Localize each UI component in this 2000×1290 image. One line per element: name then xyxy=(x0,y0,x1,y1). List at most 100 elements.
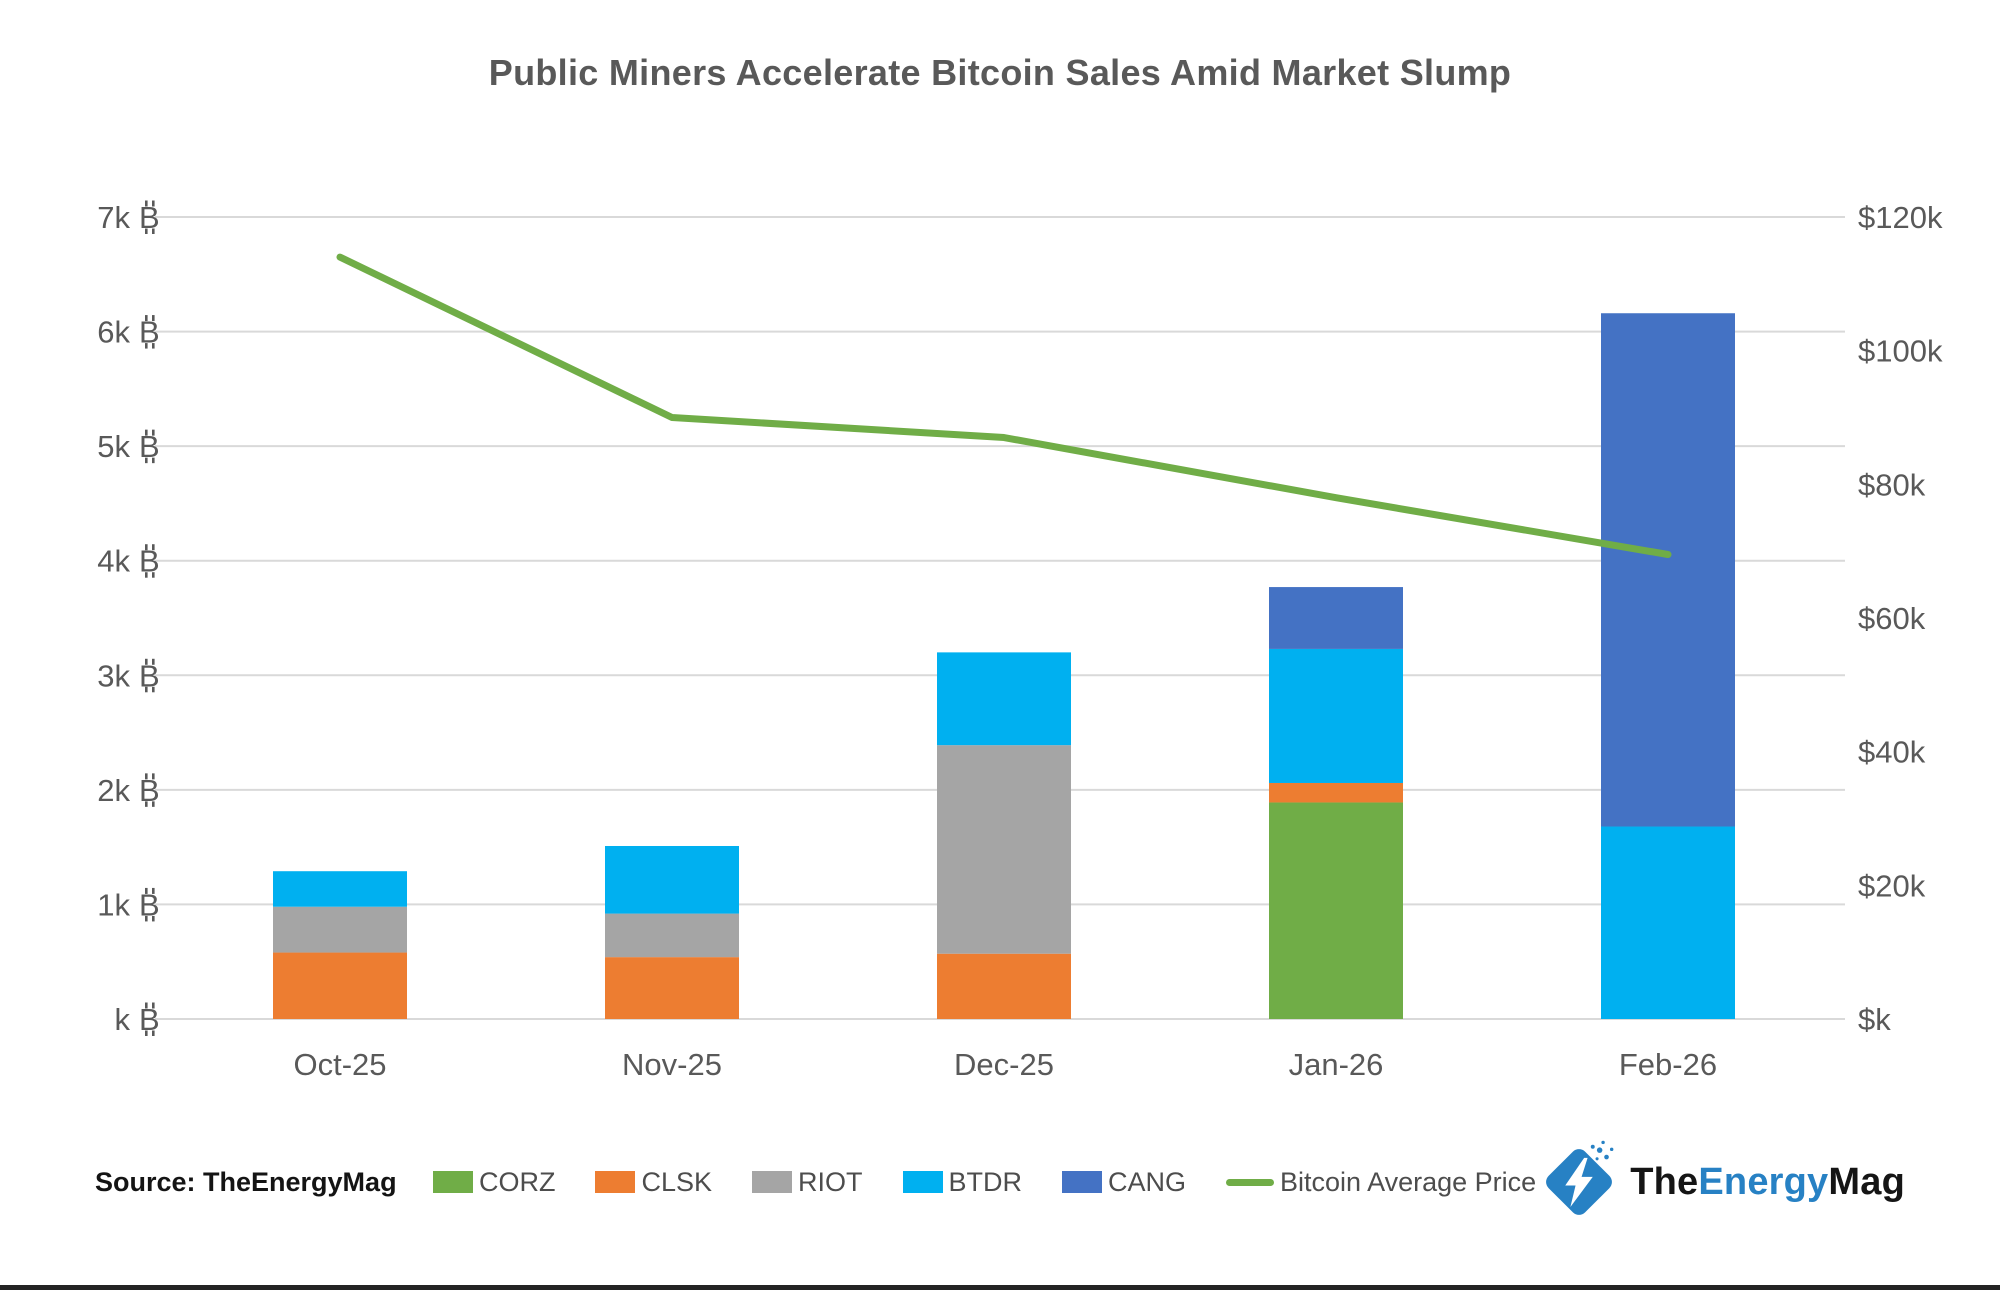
bitcoin-symbol: B xyxy=(139,773,160,808)
x-axis-labels: Oct-25 Nov-25 Dec-25 Jan-26 Feb-26 xyxy=(293,1047,1717,1082)
legend-swatch-cang xyxy=(1062,1171,1103,1193)
bars xyxy=(273,313,1735,1019)
y-axis-left-tick: 3k xyxy=(97,658,130,693)
bitcoin-symbol-prong xyxy=(145,686,148,693)
bitcoin-symbol-prong xyxy=(145,1002,148,1009)
y-axis-left-tick: 7k xyxy=(97,200,130,235)
legend-item-bitcoin-average-price: Bitcoin Average Price xyxy=(1226,1167,1536,1198)
brand-energy: Energy xyxy=(1698,1160,1829,1203)
bar-segment-btdr-nov-25 xyxy=(605,845,739,914)
legend-item-btdr: BTDR xyxy=(902,1166,1023,1198)
y-axis-right-tick: $k xyxy=(1858,1002,1891,1037)
bottom-border xyxy=(0,1285,2000,1290)
bitcoin-symbol-prong xyxy=(152,773,155,780)
bitcoin-symbol-prong xyxy=(152,915,155,922)
bar-segment-cang-jan-26 xyxy=(1269,587,1403,649)
legend-swatch-bitcoin-average-price xyxy=(1226,1178,1275,1186)
bitcoin-symbol-prong xyxy=(145,457,148,464)
price-line xyxy=(336,253,1672,559)
bitcoin-symbol-prong xyxy=(145,429,148,436)
chart-footer: Source: TheEnergyMag CORZ CLSK RIOT BTDR CAN… xyxy=(0,1124,2000,1240)
bitcoin-symbol-prong xyxy=(145,228,148,234)
bitcoin-symbol-prong xyxy=(152,801,155,807)
y-axis-left-tick: k xyxy=(115,1002,131,1037)
y-axis-right-tick: $40k xyxy=(1858,735,1926,770)
bar-segment-btdr-jan-26 xyxy=(1269,648,1403,783)
bar-segment-btdr-dec-25 xyxy=(937,652,1071,746)
x-axis-tick: Feb-26 xyxy=(1619,1047,1717,1082)
legend-item-corz: CORZ xyxy=(432,1166,556,1198)
source-note: Source: TheEnergyMag xyxy=(95,1166,397,1197)
legend-swatch-btdr xyxy=(902,1171,943,1193)
bitcoin-symbol-prong xyxy=(145,572,148,578)
bitcoin-symbol: B xyxy=(139,887,160,922)
bitcoin-symbol-prong xyxy=(152,228,155,234)
bar-segment-clsk-oct-25 xyxy=(273,952,407,1019)
bitcoin-symbol-prong xyxy=(152,457,155,464)
bar-segment-cang-feb-26 xyxy=(1601,313,1735,827)
legend-label: CORZ xyxy=(478,1166,556,1197)
brand-logo: TheEnergyMag xyxy=(1536,1139,1905,1225)
legend-swatch-riot xyxy=(752,1171,793,1193)
bar-segment-riot-dec-25 xyxy=(937,745,1071,954)
bar-segment-clsk-nov-25 xyxy=(605,957,739,1019)
bitcoin-symbol-prong xyxy=(145,1030,148,1036)
bitcoin-symbol-prong xyxy=(152,200,155,207)
bitcoin-symbol-prong xyxy=(145,887,148,894)
x-axis-tick: Dec-25 xyxy=(954,1047,1054,1082)
bar-segment-clsk-jan-26 xyxy=(1269,782,1403,803)
bitcoin-symbol-prong xyxy=(145,801,148,807)
y-axis-right-tick: $20k xyxy=(1858,868,1926,903)
bitcoin-symbol-prong xyxy=(152,429,155,436)
y-axis-left-tick: 5k xyxy=(97,429,130,464)
legend-swatch-corz xyxy=(432,1171,473,1193)
legend-item-cang: CANG xyxy=(1062,1167,1186,1198)
y-axis-left-tick: 1k xyxy=(97,887,130,922)
bitcoin-symbol-prong xyxy=(145,544,148,551)
bitcoin-symbol-prong xyxy=(145,200,148,207)
bitcoin-symbol-prong xyxy=(152,658,155,665)
logo-spark-dots xyxy=(1590,1140,1614,1161)
legend-label: RIOT xyxy=(798,1166,863,1197)
bitcoin-symbol-prong xyxy=(152,1002,155,1009)
lightning-bolt-icon xyxy=(1565,1157,1593,1207)
bar-segment-riot-nov-25 xyxy=(605,913,739,958)
bitcoin-symbol: B xyxy=(139,658,160,693)
bitcoin-symbol-prong xyxy=(152,887,155,894)
y-axis-left-tick: 6k xyxy=(97,315,130,350)
y-axis-left-tick: 4k xyxy=(97,544,130,579)
y-axis-right-tick: $60k xyxy=(1858,601,1926,636)
combo-chart-canvas: k B1k B2k B3k B4k B5k B6k B7k B$k$20k$40k$60k$80… xyxy=(97,200,1943,1082)
bitcoin-symbol-prong xyxy=(152,686,155,693)
bitcoin-symbol-prong xyxy=(145,658,148,665)
x-axis-tick: Nov-25 xyxy=(622,1047,722,1082)
bitcoin-symbol-prong xyxy=(152,343,155,349)
y-axis-right-tick: $120k xyxy=(1858,200,1943,235)
bitcoin-symbol-prong xyxy=(145,915,148,922)
legend-item-riot: RIOT xyxy=(752,1167,863,1198)
legend-label: BTDR xyxy=(948,1166,1023,1197)
x-axis-tick: Oct-25 xyxy=(293,1047,386,1082)
bitcoin-symbol-prong xyxy=(145,343,148,349)
bitcoin-symbol: B xyxy=(139,315,160,350)
y-axis-left-tick: 2k xyxy=(97,773,130,808)
bitcoin-symbol-prong xyxy=(145,315,148,322)
bitcoin-symbol: B xyxy=(139,429,160,464)
bar-segment-corz-jan-26 xyxy=(1269,802,1403,1019)
bitcoin-symbol: B xyxy=(139,1002,160,1037)
legend-item-clsk: CLSK xyxy=(595,1167,712,1198)
bar-segment-btdr-feb-26 xyxy=(1601,826,1735,1019)
bar-segment-clsk-dec-25 xyxy=(937,953,1071,1019)
legend-swatch-clsk xyxy=(595,1171,636,1193)
bitcoin-symbol-prong xyxy=(152,544,155,551)
chart-title: Public Miners Accelerate Bitcoin Sales A… xyxy=(488,52,1512,93)
bitcoin-symbol-prong xyxy=(152,315,155,322)
brand-the: The xyxy=(1630,1160,1699,1203)
legend-label: Bitcoin Average Price xyxy=(1280,1166,1537,1197)
y-axis-right-tick: $100k xyxy=(1858,334,1943,369)
bitcoin-symbol-prong xyxy=(152,572,155,578)
bitcoin-symbol-prong xyxy=(145,773,148,780)
bar-segment-riot-oct-25 xyxy=(273,906,407,953)
bitcoin-symbol: B xyxy=(139,544,160,579)
